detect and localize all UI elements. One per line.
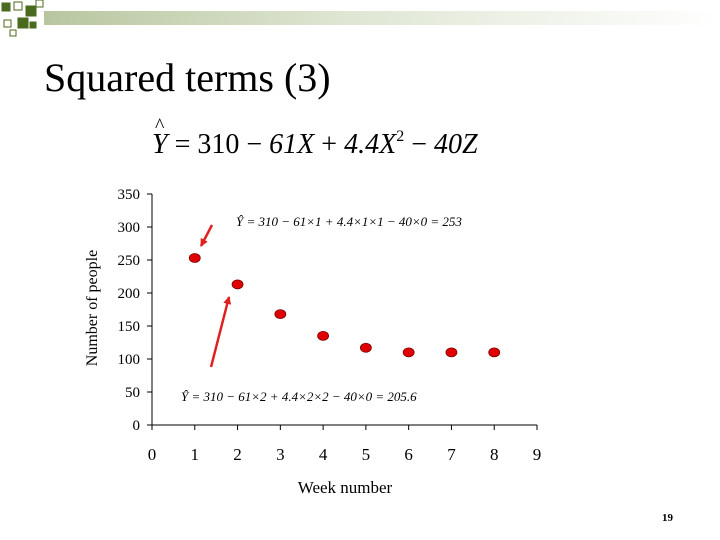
x-tick-label: 2 — [233, 445, 242, 464]
data-point — [188, 253, 201, 263]
y-tick-label: 300 — [118, 220, 141, 236]
equation-op-3: − — [411, 129, 427, 160]
data-point — [231, 279, 244, 290]
header-decoration — [1, 0, 720, 37]
x-tick-label: 9 — [533, 445, 542, 464]
data-point — [359, 342, 372, 353]
header-square — [1, 2, 11, 12]
annotation-formula-2: Ŷ = 310 − 61×2 + 4.4×2×2 − 40×0 = 205.6 — [181, 389, 417, 404]
equation-lhs: Y — [152, 115, 168, 161]
x-tick-label: 6 — [404, 445, 413, 464]
regression-equation: Y = 310 − 61X + 4.4X2 − 40Z — [152, 115, 478, 161]
annotation-arrow-2 — [209, 296, 232, 368]
header-square — [29, 21, 37, 29]
y-axis-label: Number of people — [84, 250, 101, 366]
data-point — [274, 309, 287, 320]
x-tick-label: 3 — [276, 445, 285, 464]
header-square — [3, 19, 12, 28]
header-square — [25, 5, 37, 17]
x-tick-label: 0 — [148, 445, 157, 464]
y-tick-label: 200 — [118, 286, 141, 302]
y-tick-label: 150 — [118, 319, 141, 335]
x-axis-label: Week number — [298, 478, 393, 497]
x-tick-label: 1 — [191, 445, 200, 464]
data-point — [488, 347, 501, 358]
x-tick-label: 5 — [362, 445, 371, 464]
x-tick-label: 8 — [490, 445, 499, 464]
equation-op-2: + — [321, 129, 338, 160]
header-bar — [44, 11, 720, 25]
annotation-formula-1: Ŷ = 310 − 61×1 + 4.4×1×1 − 40×0 = 253 — [236, 214, 462, 229]
equation-term-z: 40Z — [433, 129, 478, 160]
annotation-arrow-1 — [199, 224, 214, 247]
x-tick-label: 4 — [319, 445, 328, 464]
header-square — [9, 29, 17, 37]
y-tick-label: 350 — [118, 187, 141, 203]
slide-title: Squared terms (3) — [44, 55, 331, 100]
equation-exponent: 2 — [396, 128, 405, 145]
y-tick-label: 250 — [118, 253, 141, 269]
y-tick-label: 50 — [125, 385, 140, 401]
equation-equals: = — [174, 129, 191, 160]
y-tick-label: 0 — [133, 418, 141, 434]
equation-op-1: − — [246, 129, 263, 160]
data-point — [445, 347, 458, 358]
x-tick-label: 7 — [447, 445, 456, 464]
y-tick-label: 100 — [118, 352, 141, 368]
data-point — [317, 330, 330, 341]
slide-number: 19 — [662, 512, 673, 524]
header-square — [35, 0, 44, 8]
header-square — [13, 1, 23, 11]
data-point — [402, 347, 415, 358]
equation-term-x: 61X — [269, 129, 315, 160]
equation-intercept: 310 — [197, 129, 240, 160]
header-square — [17, 17, 29, 29]
equation-term-x-squared: 4.4X — [344, 129, 397, 160]
